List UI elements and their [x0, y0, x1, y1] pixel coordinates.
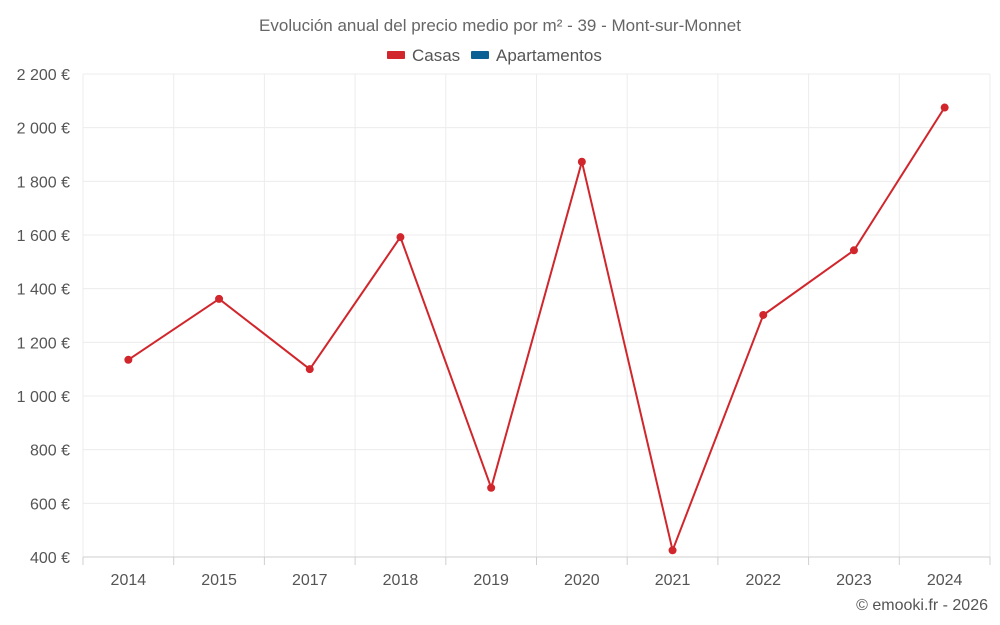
y-tick-label: 1 000 €: [17, 389, 70, 406]
legend-label-apartamentos: Apartamentos: [496, 46, 602, 65]
x-tick-label: 2021: [655, 572, 691, 589]
x-tick-label: 2015: [201, 572, 237, 589]
legend-swatch-casas: [387, 51, 405, 59]
data-point[interactable]: [396, 233, 405, 242]
y-tick-label: 400 €: [30, 550, 70, 567]
x-tick-label: 2017: [292, 572, 328, 589]
legend-item-casas[interactable]: Casas: [387, 46, 460, 65]
y-tick-label: 1 600 €: [17, 228, 70, 245]
legend-label-casas: Casas: [412, 46, 460, 65]
y-tick-label: 2 200 €: [17, 67, 70, 84]
data-point[interactable]: [940, 103, 949, 112]
data-point[interactable]: [577, 157, 586, 166]
x-tick-label: 2022: [745, 572, 781, 589]
x-tick-label: 2020: [564, 572, 600, 589]
y-tick-label: 1 200 €: [17, 335, 70, 352]
y-tick-label: 1 400 €: [17, 282, 70, 299]
x-axis: 2014 2015 2017 2018 2019 2020 2021 2022 2023 2024: [82, 556, 991, 589]
legend: Casas Apartamentos: [387, 46, 602, 65]
x-tick-label: 2024: [927, 572, 963, 589]
data-point[interactable]: [124, 355, 133, 364]
data-point[interactable]: [759, 310, 768, 319]
grid: [82, 73, 991, 557]
data-point[interactable]: [487, 483, 496, 492]
legend-item-apartamentos[interactable]: Apartamentos: [471, 46, 602, 65]
series-line-casas: [127, 106, 946, 552]
data-point[interactable]: [849, 246, 858, 255]
x-tick-label: 2018: [383, 572, 419, 589]
data-point[interactable]: [215, 294, 224, 303]
y-tick-label: 2 000 €: [17, 121, 70, 138]
x-tick-label: 2014: [111, 572, 147, 589]
x-tick-label: 2019: [473, 572, 509, 589]
x-tick-label: 2023: [836, 572, 872, 589]
legend-swatch-apartamentos: [471, 51, 489, 59]
credit-text: © emooki.fr - 2026: [856, 597, 988, 614]
y-axis: 400 € 600 € 800 € 1 000 € 1 200 € 1 400 € 1 60…: [17, 67, 70, 567]
y-tick-label: 1 800 €: [17, 174, 70, 191]
data-point[interactable]: [668, 546, 677, 555]
chart-title: Evolución anual del precio medio por m² …: [259, 16, 741, 35]
y-tick-label: 600 €: [30, 496, 70, 513]
y-tick-label: 800 €: [30, 443, 70, 460]
data-point[interactable]: [305, 365, 314, 374]
plot-area: [124, 103, 949, 555]
